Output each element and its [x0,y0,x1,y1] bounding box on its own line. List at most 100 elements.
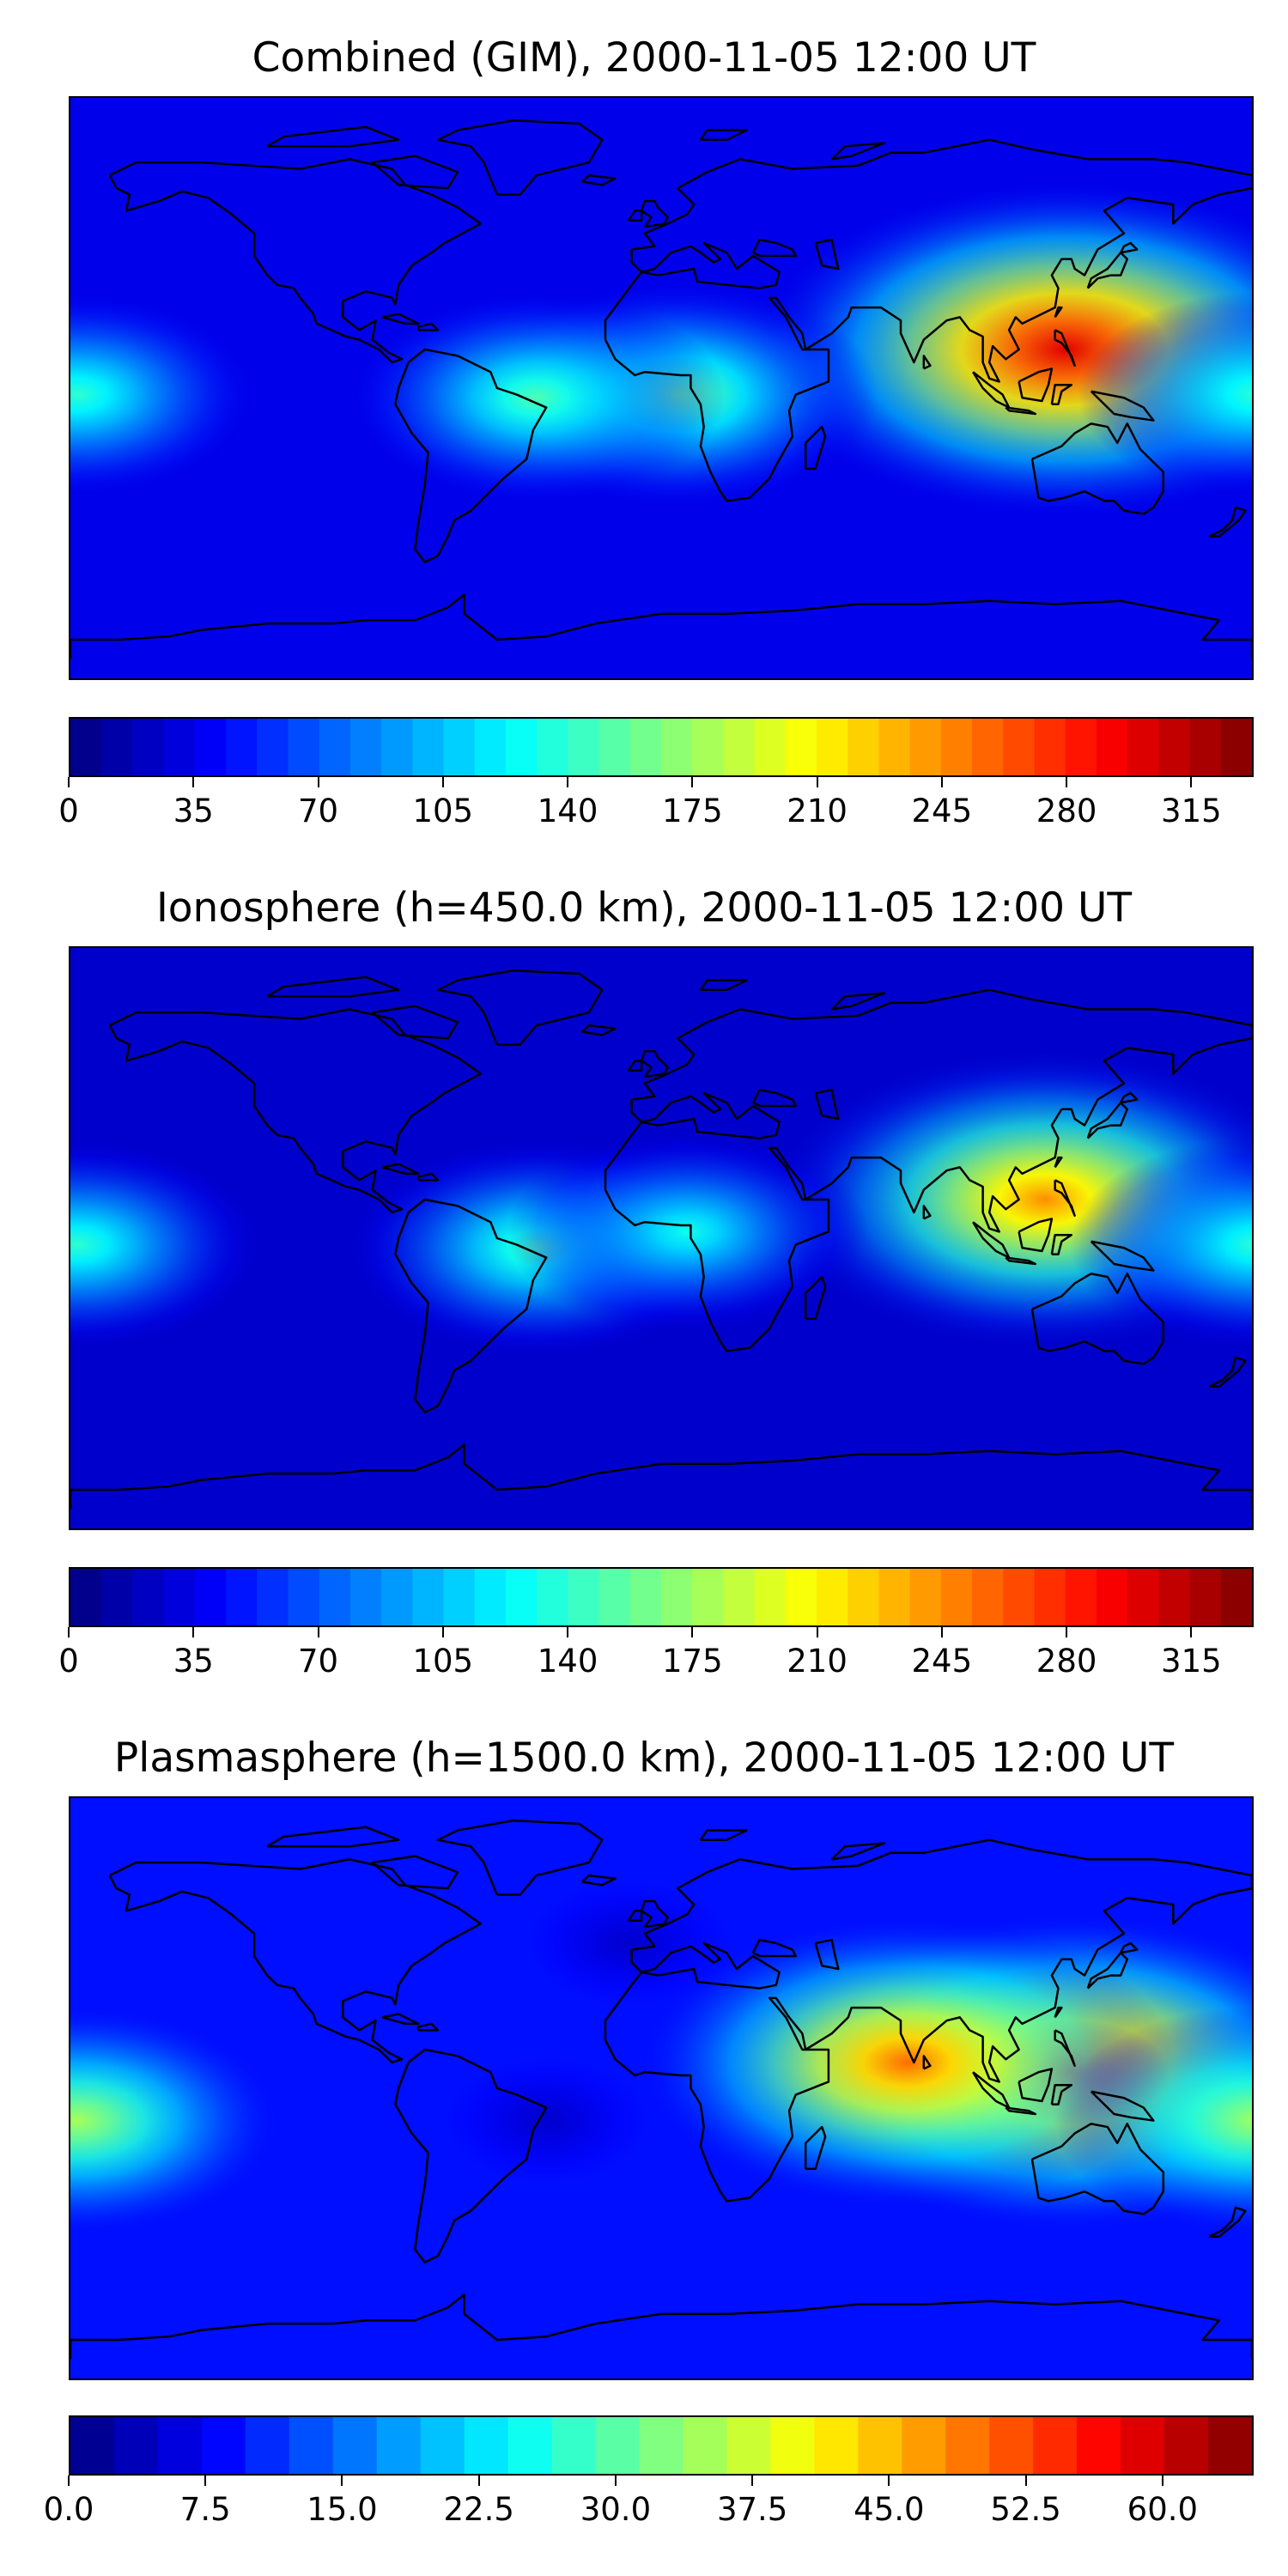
colorbar-bin [537,1569,568,1625]
colorbar-bin [692,719,725,775]
colorbar-tick-label: 315 [1161,1643,1222,1680]
colorbar-bin [420,2417,465,2474]
colorbar-tick-label: 60.0 [1127,2491,1199,2528]
colorbar-bin [598,1569,631,1625]
colorbar-tick [1190,777,1193,787]
colorbar-bin [639,2417,684,2474]
coastline-africa-eurasia [604,138,1252,502]
colorbar-bin [132,719,165,775]
field-feature [517,1874,740,2012]
coastline-africa-eurasia [604,988,1252,1352]
coastline-antarctica [70,593,1252,659]
colorbar-bin [132,1569,165,1625]
colorbar-tick [751,2476,754,2486]
coastline-baffin-island [371,1005,459,1040]
coastline-caspian-sea [814,238,840,270]
coastline-novaya-zemlya [830,142,886,161]
coastline-black-sea [751,238,797,258]
colorbar-bin [1096,1569,1128,1625]
coastline-south-america [394,2048,548,2264]
coastline-black-sea [751,1088,797,1108]
colorbar-tick-label: 0 [58,793,79,829]
colorbar-tick [68,1627,70,1637]
coastline-arctic-islands [266,125,400,148]
colorbar-bin [629,1569,662,1625]
field-feature [347,290,726,505]
colorbar-bin [940,1569,973,1625]
colorbar-bin [661,719,693,775]
coastline-new-zealand [1208,506,1247,538]
field-feature [70,291,258,498]
colorbar-bin [629,719,662,775]
field-feature [640,1917,1175,2208]
coastline-hispaniola [416,322,440,331]
coastline-australia [1030,422,1165,515]
coastline-java [1005,2106,1036,2116]
colorbar-tick [477,2476,480,2486]
coastline-cuba [381,2013,420,2026]
colorbar-bin [1121,2417,1165,2474]
colorbar-bin [505,1569,538,1625]
colorbar-bin [785,1569,817,1625]
colorbar-bin [537,719,568,775]
coastline-borneo [1018,368,1054,403]
panel-1-colorbar-ticks: 0 35 70 105 140 175 210 245 280 315 [0,777,1288,829]
colorbar-bin [443,719,476,775]
colorbar-tick-label: 70 [297,793,339,829]
coastline-new-zealand [1208,2206,1247,2239]
colorbar-bin [505,719,538,775]
colorbar-tick-label: 37.5 [716,2491,788,2528]
coastline-philippines [1054,1179,1076,1217]
colorbar-bin [288,719,320,775]
coastline-south-america [394,1198,548,1414]
colorbar-bin [1077,2417,1121,2474]
colorbar-bin [1003,1569,1036,1625]
colorbar-bin [1158,1569,1191,1625]
colorbar-bin [163,1569,196,1625]
colorbar-bin [257,1569,289,1625]
coastline-antarctica [70,1443,1252,1510]
colorbar-bin [909,719,942,775]
colorbar-bin [848,719,880,775]
colorbar-bin [381,1569,413,1625]
colorbar-bin [349,1569,382,1625]
coastline-taiwan [1054,2006,1063,2019]
colorbar-bin [1127,719,1159,775]
panel-2-colorbar [69,1567,1254,1627]
colorbar-bin [683,2417,728,2474]
coastline-mediterranean [641,241,781,289]
coastline-north-america [108,1858,483,2064]
coastline-ireland [627,1060,643,1072]
colorbar-bin [289,2417,334,2474]
panel-1-map [69,96,1254,680]
colorbar-bin [201,2417,246,2474]
colorbar-bin [814,2417,859,2474]
panel-3-colorbar-ticks: 0.0 7.5 15.0 22.5 30.0 37.5 45.0 52.5 60.0 [0,2476,1288,2527]
coastline-sulawesi [1050,2083,1073,2106]
coastline-great-britain [640,1899,669,1929]
colorbar-tick [1024,2476,1027,2486]
coastline-japan [1086,251,1128,289]
colorbar-tick-label: 30.0 [580,2491,652,2528]
colorbar-bin [157,2417,203,2474]
colorbar-tick [1066,1627,1068,1637]
colorbar-bin [940,719,973,775]
colorbar-bin [878,719,911,775]
colorbar-bin [113,2417,159,2474]
coastline-new-guinea [1090,1240,1155,1272]
colorbar-tick-label: 245 [911,793,973,829]
colorbar-tick-label: 7.5 [179,2491,231,2528]
colorbar-bin [1220,719,1252,775]
panel-3-colorbar [69,2415,1254,2476]
colorbar-tick [614,2476,617,2486]
colorbar-bin [443,1569,476,1625]
colorbar-bin [989,2417,1034,2474]
colorbar-bin [598,719,631,775]
coastline-philippines [1054,2029,1076,2067]
coastline-novaya-zemlya [830,1842,886,1861]
coastline-philippines [1054,329,1076,367]
coastline-madagascar [804,2125,827,2171]
coastline-australia [1030,2123,1165,2215]
coastline-ireland [627,1910,643,1922]
colorbar-bin [1034,719,1066,775]
